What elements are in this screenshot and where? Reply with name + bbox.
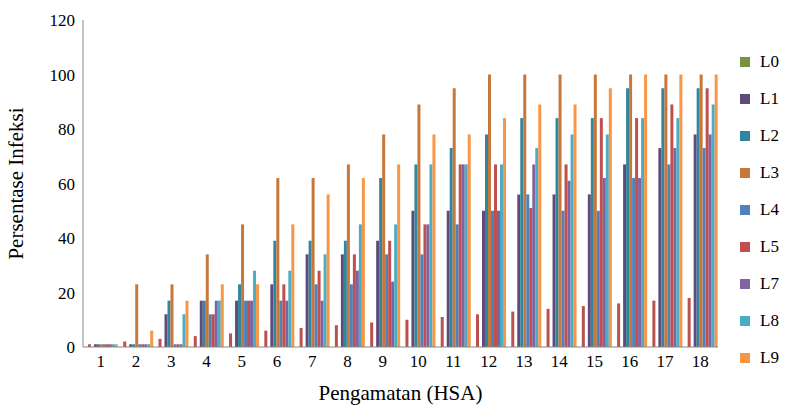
svg-text:9: 9 bbox=[379, 352, 388, 371]
svg-text:Persentase Infeksi: Persentase Infeksi bbox=[8, 107, 28, 259]
svg-text:3: 3 bbox=[167, 352, 176, 371]
html-text:L3: L3 bbox=[760, 163, 779, 182]
svg-text:40: 40 bbox=[58, 229, 75, 248]
svg-text:16: 16 bbox=[621, 352, 638, 371]
html-text:L5: L5 bbox=[760, 237, 779, 256]
html-text:L7: L7 bbox=[760, 274, 779, 293]
svg-text:17: 17 bbox=[657, 352, 675, 371]
svg-text:14: 14 bbox=[551, 352, 569, 371]
svg-text:6: 6 bbox=[273, 352, 282, 371]
svg-text:80: 80 bbox=[58, 120, 75, 139]
svg-text:8: 8 bbox=[343, 352, 352, 371]
svg-text:100: 100 bbox=[50, 66, 76, 85]
svg-text:15: 15 bbox=[586, 352, 603, 371]
svg-text:10: 10 bbox=[410, 352, 427, 371]
svg-text:0: 0 bbox=[67, 338, 76, 357]
svg-text:60: 60 bbox=[58, 175, 75, 194]
svg-text:5: 5 bbox=[238, 352, 247, 371]
svg-text:120: 120 bbox=[50, 11, 76, 30]
svg-text:12: 12 bbox=[480, 352, 497, 371]
svg-text:2: 2 bbox=[132, 352, 141, 371]
svg-text:13: 13 bbox=[515, 352, 532, 371]
svg-text:20: 20 bbox=[58, 284, 75, 303]
html-text:L4: L4 bbox=[760, 200, 779, 219]
svg-text:Pengamatan (HSA): Pengamatan (HSA) bbox=[319, 381, 483, 405]
html-text:L1: L1 bbox=[760, 89, 779, 108]
html-text:L2: L2 bbox=[760, 126, 779, 145]
html-text:L0: L0 bbox=[760, 52, 779, 71]
html-text:L8: L8 bbox=[760, 311, 779, 330]
svg-text:18: 18 bbox=[692, 352, 709, 371]
svg-text:7: 7 bbox=[308, 352, 317, 371]
svg-text:4: 4 bbox=[202, 352, 211, 371]
svg-text:11: 11 bbox=[445, 352, 461, 371]
svg-text:1: 1 bbox=[96, 352, 105, 371]
html-text:L9: L9 bbox=[760, 348, 779, 367]
